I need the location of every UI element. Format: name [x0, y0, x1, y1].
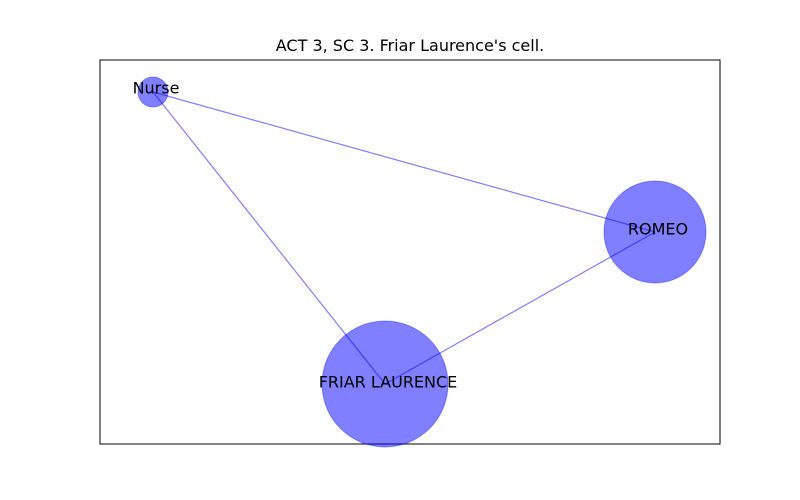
node-label-romeo: ROMEO: [628, 220, 688, 239]
plot-frame: [99, 59, 721, 445]
node-romeo: [603, 180, 707, 284]
node-label-nurse: Nurse: [133, 79, 180, 98]
node-label-friar: FRIAR LAURENCE: [319, 373, 458, 392]
node-nurse: [137, 76, 169, 108]
labels-layer: Nurse ROMEO FRIAR LAURENCE: [133, 79, 689, 392]
edge-nurse-romeo: [152, 91, 656, 233]
figure-title: ACT 3, SC 3. Friar Laurence's cell.: [275, 36, 545, 55]
nodes-layer: [137, 76, 707, 448]
node-friar: [321, 320, 449, 448]
